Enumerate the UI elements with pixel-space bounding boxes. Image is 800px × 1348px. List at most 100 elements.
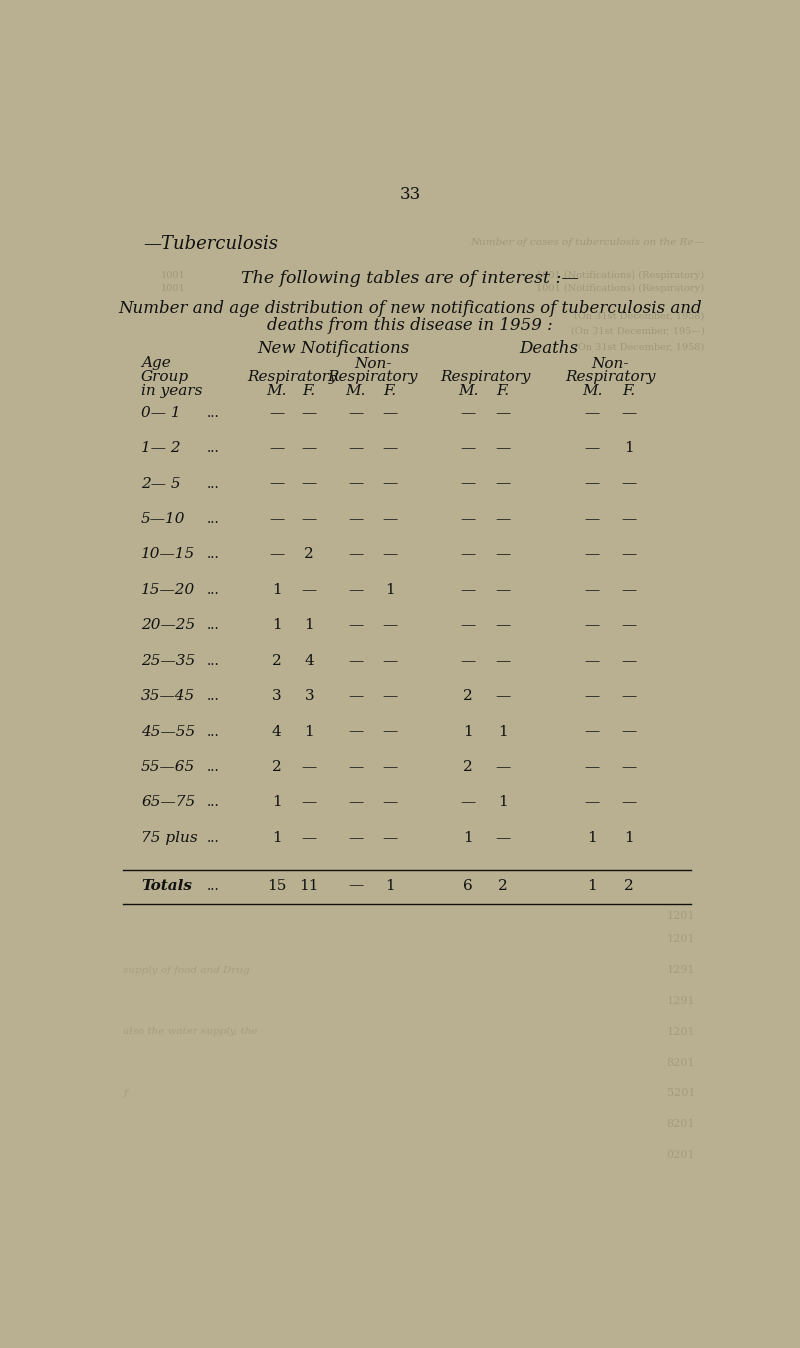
Text: 1: 1 — [498, 795, 508, 809]
Text: 4: 4 — [272, 725, 282, 739]
Text: —: — — [585, 477, 600, 491]
Text: ...: ... — [207, 879, 220, 892]
Text: (On 31st December, 195—): (On 31st December, 195—) — [570, 326, 705, 336]
Text: 2: 2 — [624, 879, 634, 892]
Text: 11: 11 — [299, 879, 319, 892]
Text: 6: 6 — [463, 879, 473, 892]
Text: —: — — [621, 725, 636, 739]
Text: 1201: 1201 — [666, 911, 695, 922]
Text: —: — — [269, 512, 284, 526]
Text: 15: 15 — [267, 879, 286, 892]
Text: —: — — [348, 760, 363, 774]
Text: 1001: 1001 — [161, 284, 186, 294]
Text: deaths from this disease in 1959 :: deaths from this disease in 1959 : — [267, 317, 553, 334]
Text: —: — — [495, 406, 510, 419]
Text: 10—15: 10—15 — [141, 547, 195, 562]
Text: —: — — [382, 654, 398, 667]
Text: 2: 2 — [272, 760, 282, 774]
Text: —: — — [461, 477, 476, 491]
Text: F.: F. — [383, 384, 397, 398]
Text: 1: 1 — [624, 441, 634, 456]
Text: 8201: 8201 — [666, 1058, 695, 1068]
Text: —: — — [348, 477, 363, 491]
Text: Respiratory: Respiratory — [327, 371, 418, 384]
Text: 8201: 8201 — [666, 1119, 695, 1130]
Text: 1201: 1201 — [666, 934, 695, 945]
Text: —: — — [461, 441, 476, 456]
Text: —: — — [348, 619, 363, 632]
Text: —: — — [302, 512, 317, 526]
Text: —: — — [621, 619, 636, 632]
Text: —: — — [382, 619, 398, 632]
Text: —: — — [495, 760, 510, 774]
Text: Number and age distribution of new notifications of tuberculosis and: Number and age distribution of new notif… — [118, 299, 702, 317]
Text: Non-: Non- — [354, 356, 391, 371]
Text: 3: 3 — [305, 689, 314, 704]
Text: 1: 1 — [463, 725, 473, 739]
Text: —: — — [461, 406, 476, 419]
Text: —: — — [621, 582, 636, 597]
Text: 55—65: 55—65 — [141, 760, 195, 774]
Text: 1: 1 — [304, 619, 314, 632]
Text: —: — — [461, 547, 476, 562]
Text: 4: 4 — [304, 654, 314, 667]
Text: —: — — [382, 795, 398, 809]
Text: —: — — [382, 477, 398, 491]
Text: —: — — [495, 512, 510, 526]
Text: —: — — [585, 406, 600, 419]
Text: Totals: Totals — [141, 879, 192, 892]
Text: ...: ... — [207, 547, 220, 562]
Text: M.: M. — [346, 384, 366, 398]
Text: —: — — [461, 512, 476, 526]
Text: 35—45: 35—45 — [141, 689, 195, 704]
Text: ...: ... — [207, 477, 220, 491]
Text: 65—75: 65—75 — [141, 795, 195, 809]
Text: —: — — [269, 441, 284, 456]
Text: 1: 1 — [304, 725, 314, 739]
Text: 20—25: 20—25 — [141, 619, 195, 632]
Text: 45—55: 45—55 — [141, 725, 195, 739]
Text: ...: ... — [207, 619, 220, 632]
Text: Age: Age — [141, 356, 171, 371]
Text: —: — — [495, 477, 510, 491]
Text: 2— 5: 2— 5 — [141, 477, 181, 491]
Text: also the water supply, the: also the water supply, the — [123, 1027, 258, 1037]
Text: —: — — [382, 760, 398, 774]
Text: 33: 33 — [399, 186, 421, 202]
Text: —: — — [621, 654, 636, 667]
Text: 25—35: 25—35 — [141, 654, 195, 667]
Text: —: — — [621, 512, 636, 526]
Text: —: — — [461, 582, 476, 597]
Text: —: — — [495, 830, 510, 845]
Text: 1291: 1291 — [666, 965, 695, 975]
Text: —: — — [585, 582, 600, 597]
Text: 1: 1 — [272, 582, 282, 597]
Text: —: — — [621, 406, 636, 419]
Text: 0201: 0201 — [666, 1150, 695, 1161]
Text: —: — — [382, 406, 398, 419]
Text: —: — — [585, 547, 600, 562]
Text: —: — — [461, 619, 476, 632]
Text: —: — — [585, 441, 600, 456]
Text: —: — — [348, 725, 363, 739]
Text: Number of cases of tuberculosis on the Re—: Number of cases of tuberculosis on the R… — [470, 239, 705, 247]
Text: —: — — [495, 582, 510, 597]
Text: 2: 2 — [272, 654, 282, 667]
Text: —: — — [302, 406, 317, 419]
Text: 1— 2: 1— 2 — [141, 441, 181, 456]
Text: —: — — [585, 795, 600, 809]
Text: Group: Group — [141, 371, 189, 384]
Text: ...: ... — [207, 406, 220, 419]
Text: ...: ... — [207, 512, 220, 526]
Text: Deaths: Deaths — [519, 340, 578, 357]
Text: 2: 2 — [498, 879, 508, 892]
Text: —: — — [495, 441, 510, 456]
Text: —: — — [348, 547, 363, 562]
Text: ...: ... — [207, 654, 220, 667]
Text: 15—20: 15—20 — [141, 582, 195, 597]
Text: 1001 (Notifications) (Respiratory): 1001 (Notifications) (Respiratory) — [537, 284, 705, 294]
Text: —: — — [382, 547, 398, 562]
Text: 1: 1 — [272, 830, 282, 845]
Text: —: — — [621, 795, 636, 809]
Text: 2: 2 — [463, 689, 473, 704]
